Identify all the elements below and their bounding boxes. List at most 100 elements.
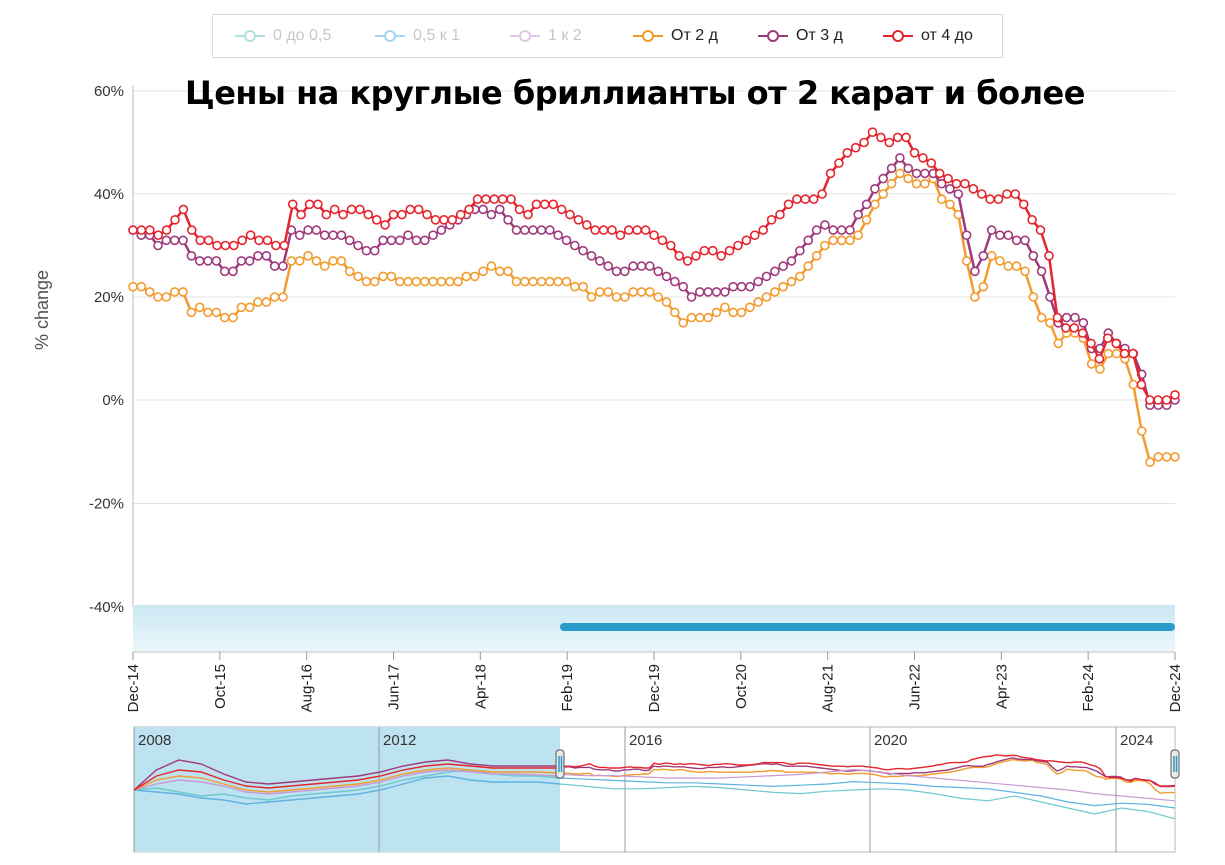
data-point[interactable] [170, 215, 180, 225]
data-point[interactable] [1145, 395, 1155, 405]
data-point[interactable] [976, 189, 987, 199]
data-point[interactable] [636, 261, 647, 271]
data-point[interactable] [494, 266, 505, 277]
data-point[interactable] [338, 209, 348, 220]
data-point[interactable] [920, 168, 930, 179]
data-point[interactable] [311, 256, 322, 266]
data-point[interactable] [895, 153, 905, 163]
data-point[interactable] [978, 281, 989, 292]
data-point[interactable] [682, 256, 693, 266]
data-point[interactable] [336, 256, 347, 266]
data-point[interactable] [394, 235, 405, 246]
data-point[interactable] [934, 168, 945, 179]
data-point[interactable] [531, 199, 542, 210]
range-scrollbar[interactable] [133, 605, 1175, 651]
data-point[interactable] [623, 225, 634, 235]
data-point[interactable] [1036, 266, 1047, 277]
data-point[interactable] [800, 194, 811, 204]
data-point[interactable] [455, 209, 466, 220]
data-point[interactable] [876, 132, 886, 143]
data-point[interactable] [778, 281, 789, 292]
legend-item[interactable]: От 2 д [633, 27, 718, 45]
data-point[interactable] [853, 230, 864, 240]
data-point[interactable] [329, 204, 340, 215]
data-point[interactable] [911, 178, 922, 189]
data-point[interactable] [548, 199, 559, 210]
data-point[interactable] [378, 235, 388, 246]
data-point[interactable] [770, 266, 780, 277]
data-point[interactable] [903, 173, 914, 184]
data-point[interactable] [985, 194, 995, 204]
data-point[interactable] [544, 276, 555, 287]
data-point[interactable] [951, 178, 962, 189]
data-point[interactable] [619, 292, 630, 302]
data-point[interactable] [892, 132, 903, 143]
data-point[interactable] [328, 230, 338, 240]
data-point[interactable] [968, 184, 979, 194]
data-point[interactable] [228, 312, 238, 323]
data-point[interactable] [321, 209, 332, 220]
data-point[interactable] [236, 256, 247, 266]
data-point[interactable] [1153, 452, 1164, 462]
data-point[interactable] [674, 251, 685, 261]
data-point[interactable] [986, 225, 997, 235]
data-point[interactable] [820, 220, 830, 230]
data-point[interactable] [1011, 261, 1022, 271]
data-point[interactable] [1161, 395, 1172, 405]
data-point[interactable] [870, 184, 880, 194]
data-point[interactable] [1045, 292, 1055, 302]
data-point[interactable] [369, 245, 380, 256]
data-point[interactable] [186, 307, 197, 318]
data-point[interactable] [859, 137, 869, 148]
data-point[interactable] [836, 225, 847, 235]
data-point[interactable] [903, 163, 914, 174]
data-point[interactable] [669, 307, 680, 318]
data-point[interactable] [1003, 261, 1014, 271]
data-point[interactable] [194, 256, 205, 266]
data-point[interactable] [211, 307, 222, 318]
data-point[interactable] [644, 287, 655, 297]
data-point[interactable] [594, 256, 605, 266]
data-point[interactable] [936, 194, 947, 204]
data-point[interactable] [328, 256, 338, 266]
data-point[interactable] [561, 276, 572, 287]
data-point[interactable] [1086, 338, 1096, 349]
data-point[interactable] [145, 225, 155, 235]
data-point[interactable] [808, 194, 819, 204]
scrollbar-thumb[interactable] [560, 623, 1175, 631]
data-point[interactable] [278, 261, 288, 271]
data-point[interactable] [153, 230, 163, 240]
legend-item[interactable]: 1 к 2 [510, 27, 582, 45]
data-point[interactable] [536, 225, 547, 235]
data-point[interactable] [943, 173, 953, 184]
data-point[interactable] [278, 292, 288, 302]
data-point[interactable] [653, 266, 664, 277]
data-point[interactable] [978, 251, 989, 261]
data-point[interactable] [945, 199, 955, 210]
data-point[interactable] [803, 261, 814, 271]
data-point[interactable] [428, 276, 438, 287]
data-point[interactable] [203, 235, 214, 246]
data-point[interactable] [553, 230, 563, 240]
data-point[interactable] [319, 230, 330, 240]
data-point[interactable] [212, 240, 222, 251]
data-point[interactable] [169, 287, 180, 297]
data-point[interactable] [486, 261, 497, 271]
data-point[interactable] [536, 276, 547, 287]
data-point[interactable] [128, 281, 138, 292]
data-point[interactable] [244, 256, 255, 266]
data-point[interactable] [586, 292, 597, 302]
data-point[interactable] [901, 132, 911, 143]
data-point[interactable] [716, 251, 727, 261]
data-point[interactable] [724, 245, 735, 256]
data-point[interactable] [478, 266, 488, 277]
data-point[interactable] [970, 266, 980, 277]
data-point[interactable] [380, 220, 390, 230]
data-point[interactable] [1020, 235, 1030, 246]
data-point[interactable] [503, 266, 513, 277]
data-point[interactable] [1061, 312, 1072, 323]
data-point[interactable] [1136, 426, 1147, 436]
data-point[interactable] [161, 235, 172, 246]
data-point[interactable] [691, 251, 701, 261]
data-point[interactable] [594, 287, 605, 297]
